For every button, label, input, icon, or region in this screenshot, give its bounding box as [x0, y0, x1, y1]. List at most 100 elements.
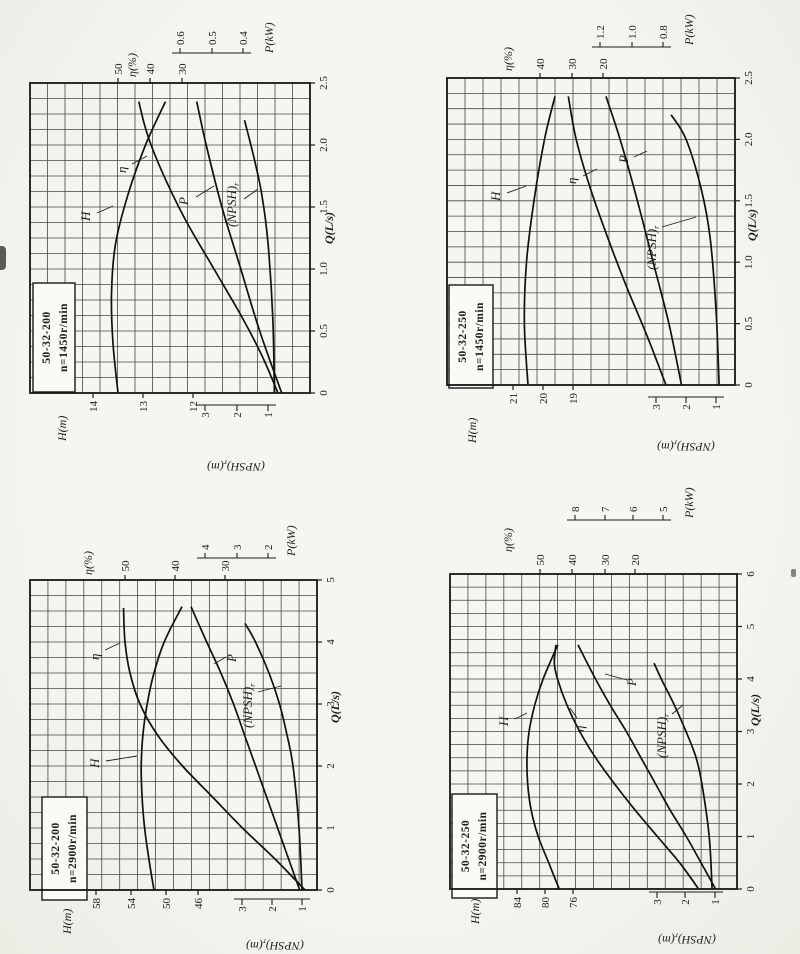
- curve-NPSH: [670, 114, 720, 386]
- curve-H: [523, 96, 556, 386]
- svg-text:0.5: 0.5: [743, 316, 755, 330]
- svg-text:2: 2: [680, 899, 692, 905]
- leader-line-H: [96, 205, 114, 214]
- svg-text:2.0: 2.0: [318, 138, 330, 152]
- plot-frame: [29, 82, 311, 394]
- svg-text:2: 2: [325, 763, 337, 769]
- svg-text:2: 2: [267, 906, 279, 912]
- title-box: 50-32-250 n=1450r/min: [448, 284, 494, 389]
- svg-text:1: 1: [711, 404, 723, 410]
- pump-model-label: 50-32-200: [50, 822, 62, 874]
- curve-H: [110, 101, 167, 394]
- svg-text:50: 50: [113, 63, 125, 75]
- p-axis-caption: P(kW): [284, 525, 298, 557]
- pump-curve-svg: Hη P (NPSH)r 50-32-200 n=1450r/min 0 0.5 1.0 1.5…: [29, 22, 336, 474]
- svg-text:40: 40: [145, 63, 157, 75]
- svg-text:3: 3: [200, 412, 212, 418]
- plot-grid: [450, 574, 737, 889]
- svg-text:46: 46: [193, 898, 205, 910]
- svg-text:1: 1: [745, 834, 757, 840]
- svg-text:20: 20: [630, 554, 642, 566]
- curve-P: [577, 644, 717, 890]
- leader-line-P: [604, 673, 628, 681]
- curve-P: [190, 606, 301, 891]
- svg-text:1: 1: [297, 906, 309, 912]
- h-axis-caption: H(m): [468, 899, 482, 925]
- svg-text:0.4: 0.4: [238, 31, 250, 45]
- svg-text:1.5: 1.5: [318, 200, 330, 214]
- svg-text:30: 30: [567, 58, 579, 70]
- svg-text:12: 12: [188, 401, 200, 412]
- leader-line-eta: [582, 168, 598, 177]
- svg-text:50: 50: [120, 560, 132, 572]
- curve-label-eta: η: [87, 654, 102, 660]
- svg-text:4: 4: [200, 544, 212, 550]
- curve-label-H: H: [496, 716, 511, 727]
- svg-text:1: 1: [325, 825, 337, 831]
- svg-text:3: 3: [745, 728, 757, 734]
- leader-line-NPSH: [671, 704, 684, 715]
- h-axis-caption: H(m): [60, 909, 74, 935]
- leader-line-NPSH: [661, 216, 697, 228]
- curve-label-P: P: [224, 654, 239, 663]
- svg-text:0: 0: [743, 382, 755, 388]
- q-axis: 0 1 2 3 4 5 Q(L/s): [317, 577, 342, 893]
- leader-line-H: [105, 755, 138, 762]
- curve-labels: Hη P (NPSH)r: [488, 150, 697, 270]
- svg-text:0: 0: [325, 887, 337, 893]
- pump-curve-svg: Hη P (NPSH)r 50-32-250 n=2900r/min 0 1 2 3 4 5 6 Q(L…: [449, 487, 762, 947]
- pump-speed-label: n=2900r/min: [67, 814, 79, 883]
- curve-H: [526, 644, 560, 890]
- scan-smudge: [0, 246, 6, 270]
- svg-text:40: 40: [170, 560, 182, 572]
- npsh-axis: 3 2 1 (NPSH)r(m): [197, 404, 276, 474]
- npsh-axis-caption: (NPSH)r(m): [658, 931, 716, 947]
- leader-line-eta: [569, 707, 578, 719]
- p-axis-caption: P(kW): [262, 22, 276, 54]
- svg-text:3: 3: [237, 906, 249, 912]
- curve-P: [195, 101, 283, 394]
- plot-frame: [29, 579, 318, 891]
- title-box: 50-32-200 n=2900r/min: [41, 796, 88, 901]
- svg-text:1.0: 1.0: [743, 255, 755, 269]
- scan-speck: [791, 569, 796, 577]
- svg-text:2: 2: [263, 545, 275, 551]
- eta-axis: 50 40 30 20 η(%): [501, 528, 642, 574]
- p-axis-caption: P(kW): [682, 14, 696, 46]
- svg-text:6: 6: [745, 571, 757, 577]
- q-axis: 0 0.5 1.0 1.5 2.0 2.5 Q(L/s): [310, 76, 336, 396]
- svg-text:0.5: 0.5: [318, 324, 330, 338]
- pump-speed-label: n=1450r/min: [58, 303, 70, 372]
- curves: [526, 644, 717, 890]
- eta-axis: 50 40 30 η(%): [81, 551, 232, 580]
- curve-label-NPSH: (NPSH)r: [644, 225, 661, 270]
- npsh-axis: 3 2 1 (NPSH)r(m): [649, 891, 723, 947]
- p-axis-caption: P(kW): [682, 487, 696, 519]
- svg-text:0: 0: [745, 886, 757, 892]
- npsh-axis-caption: (NPSH)r(m): [246, 937, 304, 953]
- leader-line-NPSH: [257, 685, 282, 693]
- curve-eta: [553, 644, 700, 890]
- svg-text:20: 20: [598, 58, 610, 70]
- npsh-axis-caption: (NPSH)r(m): [657, 438, 715, 454]
- curve-H: [140, 606, 183, 891]
- h-axis: 84 80 76 H(m): [468, 889, 580, 925]
- curve-eta: [137, 101, 279, 394]
- svg-text:20: 20: [538, 393, 550, 405]
- eta-axis-caption: η(%): [125, 53, 139, 77]
- svg-text:5: 5: [658, 506, 670, 512]
- p-axis: 1.2 1.0 0.8 P(kW): [592, 14, 696, 48]
- svg-text:76: 76: [568, 897, 580, 909]
- svg-text:54: 54: [126, 898, 138, 910]
- svg-text:1.2: 1.2: [595, 25, 607, 39]
- curve-label-NPSH: (NPSH)r: [654, 713, 671, 758]
- leader-line-H: [506, 185, 527, 194]
- leader-line-P: [633, 150, 648, 158]
- svg-text:40: 40: [535, 58, 547, 70]
- q-axis-caption: Q(L/s): [748, 694, 762, 726]
